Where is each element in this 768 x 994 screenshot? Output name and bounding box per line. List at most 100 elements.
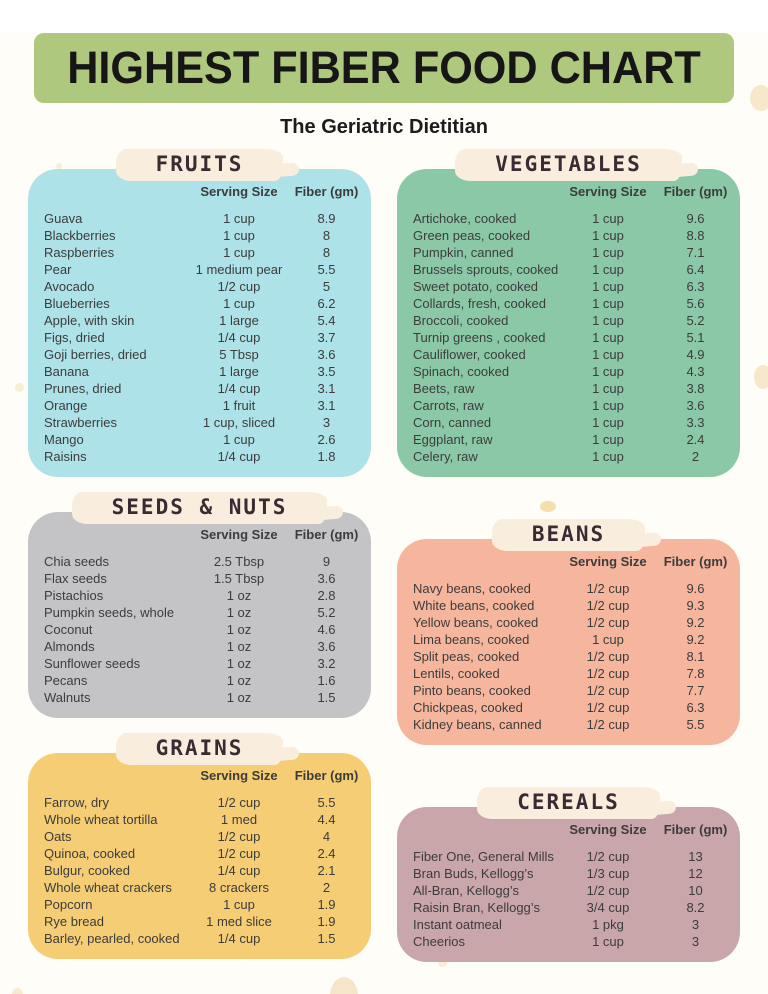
table-row: Turnip greens , cooked 1 cup 5.1 [413,329,728,346]
fiber-value: 4.9 [686,347,705,362]
table-row: Blueberries 1 cup 6.2 [44,295,359,312]
section-header-brush: CEREALS [477,787,660,819]
food-name: Walnuts [44,690,91,705]
serving-size: 1/4 cup [217,330,261,345]
fiber-value: 4.4 [317,812,336,827]
food-name: Sunflower seeds [44,656,141,671]
food-name: Strawberries [44,415,117,430]
cereals-panel: Serving Size Fiber (gm) Fiber One, Gener… [397,807,740,962]
section-title-fruits: FRUITS [155,152,244,176]
fiber-value: 9.2 [686,632,705,647]
serving-size: 1 large [219,313,259,328]
serving-size: 1 medium pear [195,262,283,277]
serving-size: 1 cup [223,432,255,447]
fiber-value: 3.7 [317,330,336,345]
food-name: Figs, dried [44,330,105,345]
serving-size: 1 cup, sliced [202,415,276,430]
fiber-value: 6.3 [686,279,705,294]
serving-size: 1/4 cup [217,381,261,396]
serving-size: 1/2 cup [586,615,630,630]
table-row: Beets, raw 1 cup 3.8 [413,380,728,397]
seeds-nuts-panel: Serving Size Fiber (gm) Chia seeds 2.5 Tb… [28,512,371,718]
table-row: Sweet potato, cooked 1 cup 6.3 [413,278,728,295]
food-name: Raisin Bran, Kellogg’s [413,900,540,915]
fiber-value: 7.8 [686,666,705,681]
section-vegetables: VEGETABLES Serving Size Fiber (gm) Artic… [397,149,740,477]
fiber-value: 5 [322,279,331,294]
serving-size: 1/3 cup [586,866,630,881]
food-name: Avocado [44,279,95,294]
table-row: Pumpkin seeds, whole 1 oz 5.2 [44,604,359,621]
serving-size: 1 med [220,812,258,827]
fiber-value: 1.9 [317,897,336,912]
table-row: Raspberries 1 cup 8 [44,244,359,261]
food-column-spacer [413,182,553,202]
food-name: Orange [44,398,88,413]
food-name: Chickpeas, cooked [413,700,523,715]
table-row: All-Bran, Kellogg’s 1/2 cup 10 [413,882,728,899]
food-name: Instant oatmeal [413,917,502,932]
food-column-spacer [413,820,553,840]
section-title-beans: BEANS [531,522,606,546]
serving-size: 1 oz [226,673,252,688]
food-name: Whole wheat tortilla [44,812,158,827]
vegetables-panel: Serving Size Fiber (gm) Artichoke, cooke… [397,169,740,477]
fiber-value: 5.2 [317,605,336,620]
fiber-value: 1.9 [317,914,336,929]
serving-size: 1 oz [226,639,252,654]
right-column: VEGETABLES Serving Size Fiber (gm) Artic… [397,149,740,962]
table-row: Artichoke, cooked 1 cup 9.6 [413,210,728,227]
table-row: Blackberries 1 cup 8 [44,227,359,244]
table-row: Eggplant, raw 1 cup 2.4 [413,431,728,448]
fiber-value: 1.5 [317,690,336,705]
table-row: Lima beans, cooked 1 cup 9.2 [413,631,728,648]
food-name: White beans, cooked [413,598,535,613]
serving-size: 3/4 cup [586,900,630,915]
table-row: Cheerios 1 cup 3 [413,933,728,950]
food-name: Sweet potato, cooked [413,279,539,294]
food-name: Cheerios [413,934,466,949]
food-name: Flax seeds [44,571,107,586]
table-row: Coconut 1 oz 4.6 [44,621,359,638]
table-row: Apple, with skin 1 large 5.4 [44,312,359,329]
table-row: Oats 1/2 cup 4 [44,828,359,845]
table-row: Rye bread 1 med slice 1.9 [44,913,359,930]
serving-size: 1/2 cup [217,279,261,294]
table-row: Strawberries 1 cup, sliced 3 [44,414,359,431]
table-row: Sunflower seeds 1 oz 3.2 [44,655,359,672]
fiber-value: 7.7 [686,683,705,698]
food-name: Farrow, dry [44,795,110,810]
serving-size: 1/2 cup [586,666,630,681]
table-row: Avocado 1/2 cup 5 [44,278,359,295]
serving-size: 1 cup [592,211,624,226]
table-row: Walnuts 1 oz 1.5 [44,689,359,706]
food-column-spacer [44,182,184,202]
fiber-value: 2.1 [317,863,336,878]
serving-size: 1/2 cup [586,883,630,898]
food-name: Pecans [44,673,88,688]
section-header-brush: GRAINS [115,733,284,765]
serving-size: 1/4 cup [217,449,261,464]
fiber-value: 1.6 [317,673,336,688]
speckle [438,959,447,967]
table-row: Green peas, cooked 1 cup 8.8 [413,227,728,244]
table-row: Celery, raw 1 cup 2 [413,448,728,465]
table-row: Whole wheat crackers 8 crackers 2 [44,879,359,896]
fiber-value: 9 [322,554,331,569]
fiber-value: 9.3 [686,598,705,613]
fiber-value: 5.4 [317,313,336,328]
food-name: Beets, raw [413,381,475,396]
grains-panel: Serving Size Fiber (gm) Farrow, dry 1/2 c… [28,753,371,959]
column-header-fiber: Fiber (gm) [294,184,359,199]
serving-size: 1 cup [592,449,624,464]
food-name: Prunes, dried [44,381,122,396]
speckle [330,977,358,994]
left-column: FRUITS Serving Size Fiber (gm) Guava 1 cu… [28,149,371,959]
serving-size: 1 cup [592,296,624,311]
table-header-row: Serving Size Fiber (gm) [413,182,728,202]
food-name: Blueberries [44,296,110,311]
fiber-value: 4 [322,829,331,844]
table-row: Orange 1 fruit 3.1 [44,397,359,414]
table-row: Bulgur, cooked 1/4 cup 2.1 [44,862,359,879]
table-body: Navy beans, cooked 1/2 cup 9.6 White beans,… [413,580,728,733]
